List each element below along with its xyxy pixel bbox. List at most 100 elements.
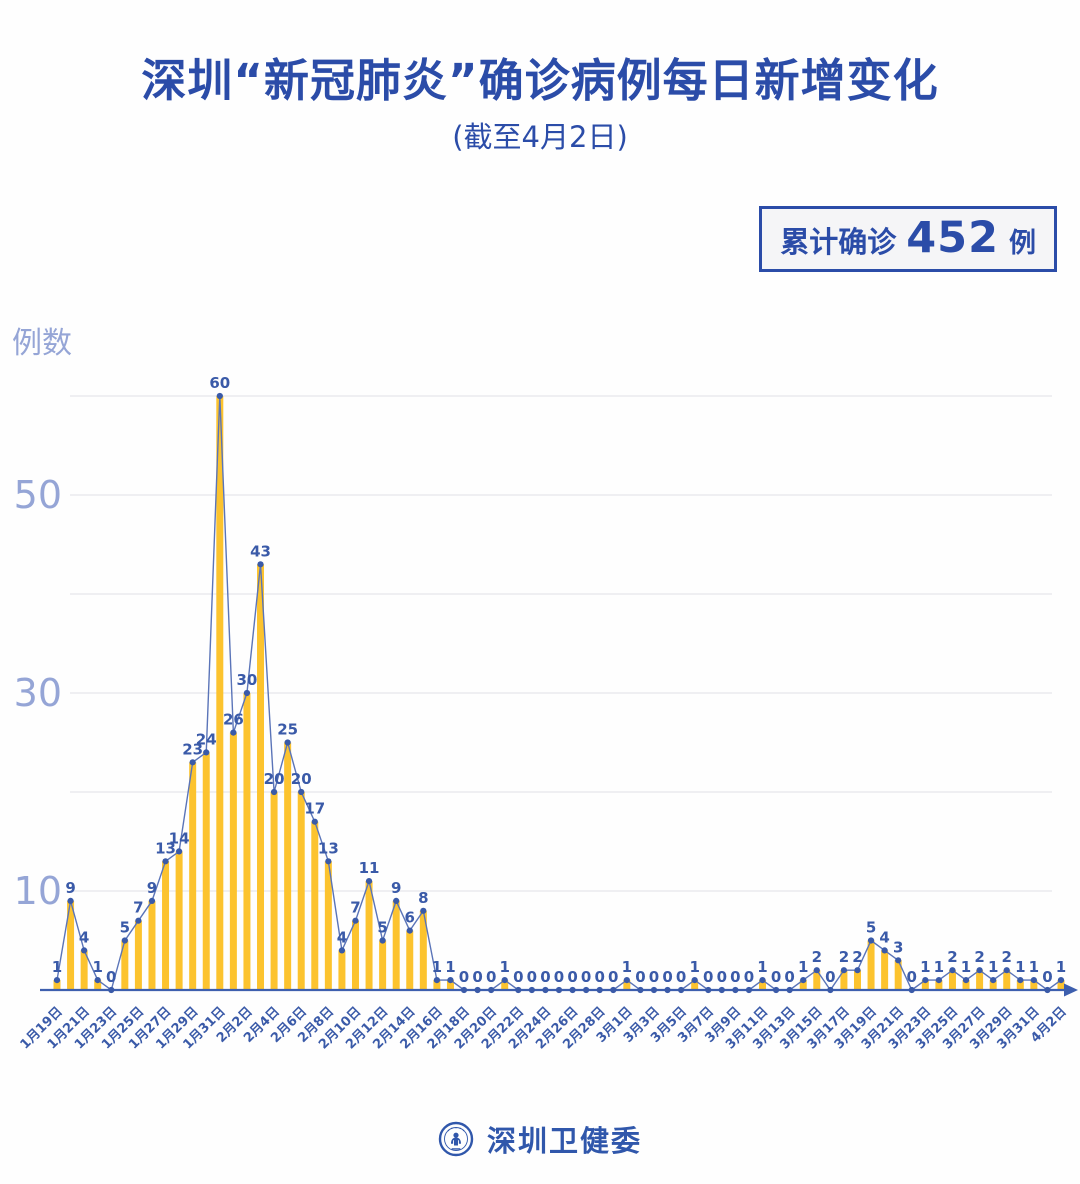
value-label: 17	[304, 800, 325, 818]
data-point	[460, 986, 468, 994]
data-point	[623, 977, 630, 984]
data-point	[379, 937, 386, 944]
x-axis-arrow-icon	[1064, 983, 1078, 997]
value-label: 9	[147, 879, 157, 897]
value-label: 6	[405, 909, 415, 927]
bar	[853, 970, 861, 990]
value-label: 1	[934, 958, 944, 976]
value-label: 14	[169, 829, 190, 847]
bar	[419, 910, 427, 990]
data-point	[515, 986, 522, 994]
bar	[962, 980, 970, 990]
bar	[433, 980, 441, 990]
bar	[1057, 980, 1065, 990]
y-tick-label: 50	[14, 473, 62, 517]
data-point	[854, 967, 861, 974]
value-label: 13	[155, 839, 176, 857]
value-label: 0	[581, 968, 591, 986]
bar	[813, 970, 821, 990]
data-point	[352, 917, 359, 924]
value-label: 0	[635, 968, 645, 986]
value-label: 0	[594, 968, 604, 986]
data-point	[745, 986, 753, 994]
data-point	[1044, 986, 1051, 994]
value-label: 25	[277, 721, 298, 739]
data-point	[596, 986, 603, 994]
data-point	[81, 947, 88, 954]
data-point	[922, 977, 929, 984]
value-label: 0	[554, 968, 564, 986]
value-label: 4	[879, 928, 889, 946]
value-label: 0	[784, 968, 794, 986]
bar	[881, 950, 889, 990]
value-label: 0	[771, 968, 781, 986]
bar	[446, 980, 454, 990]
value-label: 8	[418, 889, 428, 907]
value-label: 0	[649, 968, 659, 986]
value-label: 4	[79, 928, 89, 946]
data-point	[94, 977, 101, 984]
value-label: 1	[500, 958, 510, 976]
value-label: 2	[947, 948, 957, 966]
bar	[270, 792, 278, 990]
value-label: 0	[608, 968, 618, 986]
value-label: 60	[209, 374, 230, 392]
value-label: 5	[120, 919, 130, 937]
bar	[623, 980, 631, 990]
data-point	[420, 907, 427, 914]
value-label: 0	[459, 968, 469, 986]
value-label: 26	[223, 711, 244, 729]
data-point	[243, 689, 251, 697]
value-label: 1	[432, 958, 442, 976]
data-point	[528, 986, 535, 994]
value-label: 1	[1056, 958, 1066, 976]
data-point	[637, 986, 644, 994]
data-point	[650, 986, 658, 994]
data-point	[135, 917, 142, 924]
bar	[202, 752, 210, 990]
data-point	[664, 986, 671, 994]
value-label: 1	[798, 958, 808, 976]
y-tick-label: 10	[14, 869, 62, 913]
data-point	[813, 967, 820, 974]
bar	[297, 792, 305, 990]
bar	[351, 920, 359, 990]
data-point	[840, 967, 848, 974]
data-point	[895, 957, 902, 964]
data-point	[284, 739, 291, 746]
bar	[189, 762, 197, 990]
value-label: 0	[717, 968, 727, 986]
data-point	[325, 858, 332, 865]
data-point	[393, 897, 400, 905]
data-point	[338, 947, 346, 954]
value-label: 1	[92, 958, 102, 976]
bar	[691, 980, 699, 990]
data-point	[908, 986, 915, 994]
data-point	[1057, 977, 1065, 984]
value-label: 30	[237, 671, 258, 689]
data-point	[1003, 967, 1010, 974]
value-label: 1	[1029, 958, 1039, 976]
value-label: 1	[622, 958, 632, 976]
value-label: 9	[391, 879, 401, 897]
value-label: 0	[567, 968, 577, 986]
data-point	[501, 977, 508, 984]
bar	[67, 900, 75, 990]
value-label: 2	[852, 948, 862, 966]
data-point	[1030, 977, 1037, 984]
data-point	[786, 986, 793, 994]
value-label: 0	[540, 968, 550, 986]
data-point	[433, 977, 440, 984]
data-point	[311, 818, 318, 825]
badge-value: 452	[906, 213, 999, 263]
bar	[406, 930, 414, 990]
y-axis-title: 例数	[12, 326, 72, 361]
value-label: 0	[744, 968, 754, 986]
data-point	[583, 986, 590, 994]
data-point	[53, 977, 61, 984]
badge-unit: 例	[1009, 228, 1036, 259]
value-label: 1	[757, 958, 767, 976]
value-label: 5	[866, 919, 876, 937]
page-subtitle: (截至4月2日)	[452, 120, 628, 154]
data-point	[162, 858, 169, 865]
